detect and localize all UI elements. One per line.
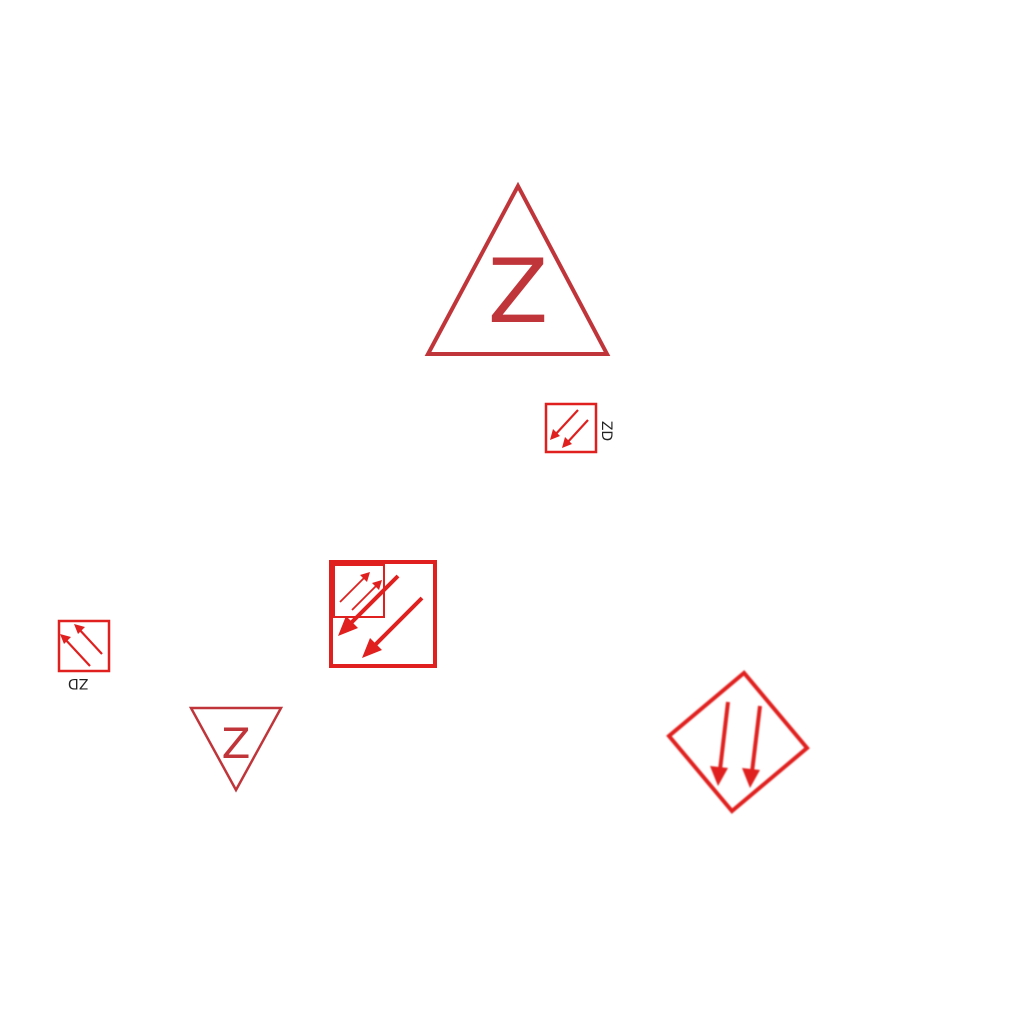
small-triangle-symbol: Z — [186, 702, 286, 796]
small-square-a-outline — [544, 402, 598, 454]
small-square-a-arrowhead-1 — [550, 429, 560, 440]
diamond-arrowhead-1 — [710, 766, 728, 786]
diamond-arrow-2 — [750, 705, 762, 773]
small-triangle-letter: Z — [222, 719, 251, 768]
small-square-a-label: ZD — [598, 420, 615, 442]
large-triangle-outline — [424, 181, 611, 356]
diamond-symbol — [658, 662, 818, 822]
medium-square-symbol — [326, 556, 442, 672]
medium-square-outline — [329, 560, 437, 668]
medium-square-arrowhead-2 — [362, 638, 382, 658]
small-square-symbol-b — [54, 616, 116, 694]
small-triangle-outline — [188, 706, 284, 793]
medium-square-inner-outline — [333, 564, 385, 618]
small-square-a-arrow-1 — [553, 409, 579, 437]
small-square-b-arrowhead-2 — [74, 624, 85, 634]
small-square-b-arrow-2 — [77, 627, 103, 655]
small-square-symbol-a — [540, 398, 624, 460]
medium-square-inner-arrowhead-2 — [372, 580, 382, 590]
small-square-b-arrow-1 — [63, 637, 91, 667]
small-square-a-arrow-2 — [565, 419, 589, 445]
large-triangle-symbol: Z — [420, 180, 616, 360]
diamond-arrow-1 — [718, 701, 730, 771]
small-square-b-label: ZD — [68, 675, 89, 691]
small-square-b-outline — [57, 619, 111, 673]
large-triangle-letter: Z — [488, 240, 548, 343]
medium-square-arrow-2 — [370, 596, 424, 650]
medium-square-arrow-1 — [346, 574, 400, 628]
medium-square-inner-arrowhead-1 — [360, 572, 370, 582]
small-square-b-arrowhead-1 — [60, 634, 71, 644]
medium-square-arrowhead-1 — [338, 616, 358, 636]
medium-square-inner-arrow-2 — [351, 583, 379, 611]
medium-square-inner-arrow-1 — [339, 575, 367, 603]
diamond-arrowhead-2 — [742, 768, 760, 788]
small-square-a-arrowhead-2 — [562, 437, 572, 448]
diamond-outline — [666, 670, 810, 814]
